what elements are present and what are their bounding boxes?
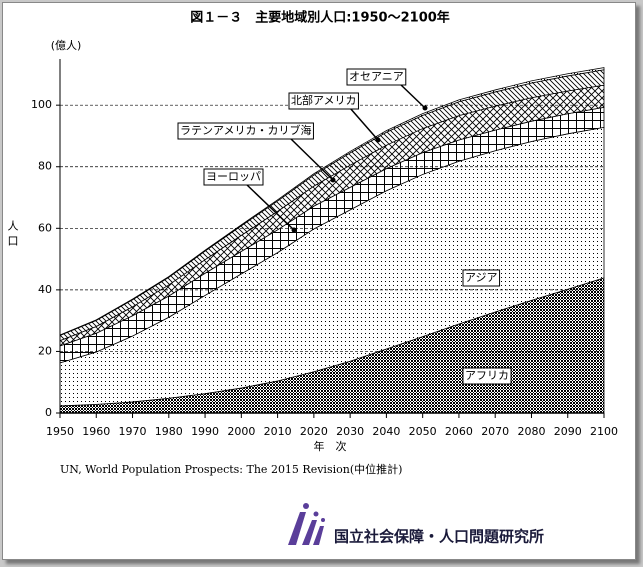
y-unit: (億人) (51, 39, 82, 52)
x-tick-label: 1950 (46, 425, 74, 438)
x-tick-label: 2020 (300, 425, 328, 438)
callout-head (330, 177, 336, 183)
organization: 国立社会保障・人口問題研究所 (334, 528, 544, 546)
label-box (177, 122, 314, 140)
series-label: オセアニア (349, 70, 404, 83)
y-tick-label: 40 (38, 283, 52, 296)
series-label: ヨーロッパ (206, 170, 261, 183)
x-tick-label: 1990 (191, 425, 219, 438)
x-tick-label: 1960 (82, 425, 110, 438)
callout-line (289, 137, 334, 181)
y-tick-label: 20 (38, 344, 52, 357)
logo (288, 503, 325, 545)
x-tick-label: 2060 (445, 425, 473, 438)
callout-line (245, 183, 295, 231)
x-tick-label: 2040 (372, 425, 400, 438)
y-tick-label: 0 (45, 406, 52, 419)
callout-head (375, 137, 381, 143)
source: UN, World Population Prospects: The 2015… (60, 462, 402, 476)
x-tick-label: 2030 (336, 425, 364, 438)
y-axis-title: 人口 (6, 220, 19, 250)
series-label: 北部アメリカ (291, 93, 356, 107)
callout-head (422, 105, 428, 111)
x-tick-label: 2100 (590, 425, 618, 438)
y-tick-label: 80 (38, 160, 52, 173)
x-tick-label: 2070 (481, 425, 509, 438)
series-label: アジア (465, 271, 498, 284)
x-tick-label: 1970 (119, 425, 147, 438)
label-box (346, 68, 407, 86)
area (59, 67, 605, 337)
label-box (462, 269, 501, 287)
chart-title: 図１－３ 主要地域別人口:1950～2100年 (190, 10, 450, 26)
x-tick-label: 2010 (264, 425, 292, 438)
x-tick-label: 2000 (227, 425, 255, 438)
callout-line (399, 83, 426, 109)
series-label: アフリカ (465, 369, 509, 382)
label-box (288, 92, 359, 110)
x-tick-label: 2090 (554, 425, 582, 438)
label-box (203, 168, 264, 186)
series-label: ラテンアメリカ・カリブ海 (180, 123, 311, 137)
x-tick-label: 2080 (517, 425, 545, 438)
callout-head (291, 227, 297, 233)
y-tick-label: 100 (31, 98, 52, 111)
label-box (462, 367, 512, 385)
callout-line (349, 107, 379, 141)
x-axis-title: 年 次 (314, 439, 347, 453)
x-tick-label: 2050 (409, 425, 437, 438)
y-tick-label: 60 (38, 221, 52, 234)
x-tick-label: 1980 (155, 425, 183, 438)
